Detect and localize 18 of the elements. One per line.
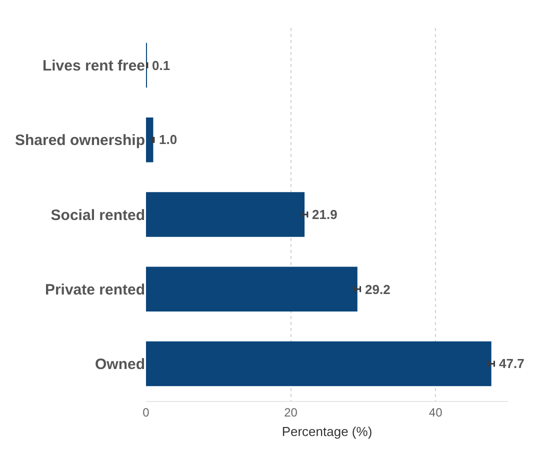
x-axis-title: Percentage (%) — [282, 424, 372, 439]
x-tick-label: 20 — [284, 405, 298, 420]
y-tick-label: Private rented — [44, 281, 145, 298]
y-tick-label: Lives rent free — [42, 58, 145, 75]
bar — [146, 266, 358, 312]
y-tick-label: Shared ownership — [14, 132, 145, 150]
x-tick-label: 0 — [142, 405, 150, 420]
bar — [146, 118, 154, 162]
data-label: 0.1 — [152, 58, 170, 73]
y-tick-label: Social rented — [50, 206, 145, 224]
bar — [146, 192, 305, 237]
data-label: 29.2 — [365, 282, 390, 297]
bar — [146, 341, 492, 386]
data-label: 47.7 — [499, 356, 524, 371]
data-label: 1.0 — [159, 132, 178, 147]
y-tick-label: Owned — [94, 356, 145, 373]
data-label: 21.9 — [312, 207, 338, 222]
x-tick-label: 40 — [428, 405, 443, 420]
